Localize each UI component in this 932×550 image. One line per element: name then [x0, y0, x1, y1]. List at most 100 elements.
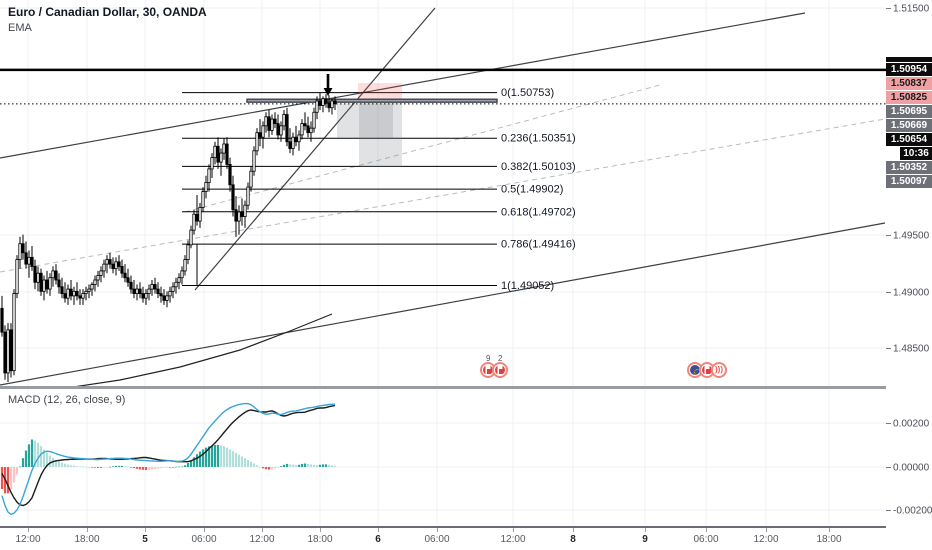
macd-histogram-bar: [261, 467, 265, 469]
macd-histogram-bar: [111, 466, 115, 467]
fib-retracement[interactable]: 0(1.50753) 0.236(1.50351) 0.382(1.50103) 0.…: [182, 87, 576, 292]
candle-body: [300, 123, 304, 136]
price-badge[interactable]: [886, 57, 932, 62]
macd-histogram-bar: [135, 467, 139, 469]
price-badge[interactable]: 1.50352: [886, 161, 932, 174]
time-axis-label: 06:00: [424, 534, 450, 545]
macd-histogram-bar: [309, 464, 313, 467]
macd-histogram-bar: [165, 467, 169, 468]
down-arrow-head[interactable]: [323, 88, 333, 96]
macd-histogram-bar: [57, 461, 61, 467]
fib-label: 0.786(1.49416): [501, 239, 576, 251]
stop-zone-box[interactable]: [358, 83, 402, 104]
price-badge[interactable]: 1.50097: [886, 175, 932, 188]
price-axis-label: 1.49500: [893, 230, 930, 242]
symbol-title[interactable]: Euro / Canadian Dollar, 30, OANDA: [8, 5, 207, 19]
canada-flag-event-icon[interactable]: [492, 362, 508, 378]
axis-tick: [886, 292, 891, 293]
macd-indicator-label[interactable]: MACD (12, 26, close, 9): [8, 394, 126, 406]
price-axis-label: 1.49000: [893, 287, 930, 299]
macd-histogram-bar: [297, 464, 301, 467]
candle-body: [231, 184, 235, 211]
macd-histogram-bar: [213, 445, 217, 467]
price-badge[interactable]: 1.50954: [886, 63, 932, 76]
price-badge[interactable]: 1.50837: [886, 77, 932, 90]
bar-countdown-badge[interactable]: 10:36: [900, 147, 932, 160]
candle-body: [189, 229, 193, 246]
pane-separator[interactable]: [0, 386, 886, 389]
candle-body: [180, 270, 184, 279]
candle-body: [237, 211, 241, 222]
down-arrow-marker[interactable]: [323, 74, 333, 96]
candle-body: [297, 134, 301, 143]
macd-histogram: [0, 439, 337, 494]
price-pane[interactable]: 0(1.50753) 0.236(1.50351) 0.382(1.50103) 0.…: [0, 0, 886, 386]
macd-histogram-bar: [105, 467, 109, 468]
macd-histogram-bar: [246, 459, 250, 467]
candle-body: [333, 100, 337, 105]
ema-indicator-label[interactable]: EMA: [8, 22, 32, 34]
candle-body: [177, 277, 181, 283]
time-axis-label: 12:00: [249, 534, 275, 545]
price-badge[interactable]: 1.50825: [886, 91, 932, 104]
macd-histogram-bar: [126, 466, 130, 468]
resistance-zone-bar[interactable]: [246, 98, 498, 103]
axis-tick: [886, 510, 891, 511]
candle-body: [228, 163, 232, 186]
macd-histogram-bar: [48, 455, 52, 467]
macd-histogram-bar: [333, 465, 337, 467]
candle-body: [123, 272, 127, 279]
price-axis[interactable]: 1.51500 1.49500 1.49000 1.48500 0.00200 0.000…: [886, 0, 932, 528]
macd-histogram-bar: [138, 467, 142, 470]
candle-body: [39, 272, 43, 292]
macd-histogram-bar: [195, 454, 199, 467]
macd-histogram-bar: [279, 466, 283, 467]
price-badge[interactable]: 1.50669: [886, 119, 932, 132]
macd-histogram-bar: [282, 464, 286, 467]
macd-histogram-bar: [93, 467, 97, 468]
time-tick: [87, 528, 88, 532]
time-tick: [766, 528, 767, 532]
axis-tick: [886, 8, 891, 9]
macd-histogram-bar: [216, 445, 220, 467]
price-badge[interactable]: 1.50695: [886, 105, 932, 118]
macd-histogram-bar: [237, 454, 241, 467]
macd-histogram-bar: [267, 467, 271, 470]
candle-body: [108, 259, 112, 265]
target-zone-box[interactable]: [337, 103, 393, 139]
dashed-channel-line[interactable]: [184, 84, 661, 213]
candle-body: [120, 265, 124, 274]
target-zone-box[interactable]: [359, 103, 402, 168]
candle-body: [192, 213, 196, 231]
macd-histogram-bar: [270, 467, 274, 470]
macd-histogram-bar: [0, 467, 4, 489]
candle-body: [132, 288, 136, 295]
dashed-channel-line[interactable]: [0, 118, 886, 273]
axis-tick: [886, 467, 891, 468]
macd-signal-line: [1, 404, 336, 507]
trendline[interactable]: [194, 7, 436, 291]
trendline[interactable]: [0, 12, 806, 159]
fib-label: 0.382(1.50103): [501, 161, 576, 173]
candle-body: [216, 145, 220, 163]
candle-body: [324, 98, 328, 104]
time-axis[interactable]: 12:00 18:00 5 06:00 12:00 18:00 6 06:00 12:00 8 9 0…: [0, 528, 932, 550]
price-axis-label: 0.00200: [893, 418, 930, 430]
macd-pane[interactable]: [0, 389, 886, 526]
trendline[interactable]: [0, 222, 886, 386]
pane-separator-bottom[interactable]: [0, 526, 886, 528]
candle-body: [294, 136, 298, 143]
economic-event-cluster[interactable]: ))): [687, 362, 727, 378]
time-axis-label: 12:00: [500, 534, 526, 545]
candle-body: [309, 127, 313, 134]
macd-histogram-bar: [87, 467, 91, 468]
macd-histogram-bar: [177, 466, 181, 468]
macd-histogram-bar: [45, 452, 49, 467]
candle-body: [306, 125, 310, 134]
macd-histogram-bar: [300, 463, 304, 467]
price-badge[interactable]: 1.50654: [886, 133, 932, 146]
broadcast-event-icon[interactable]: ))): [711, 362, 727, 378]
macd-histogram-bar: [285, 463, 289, 467]
